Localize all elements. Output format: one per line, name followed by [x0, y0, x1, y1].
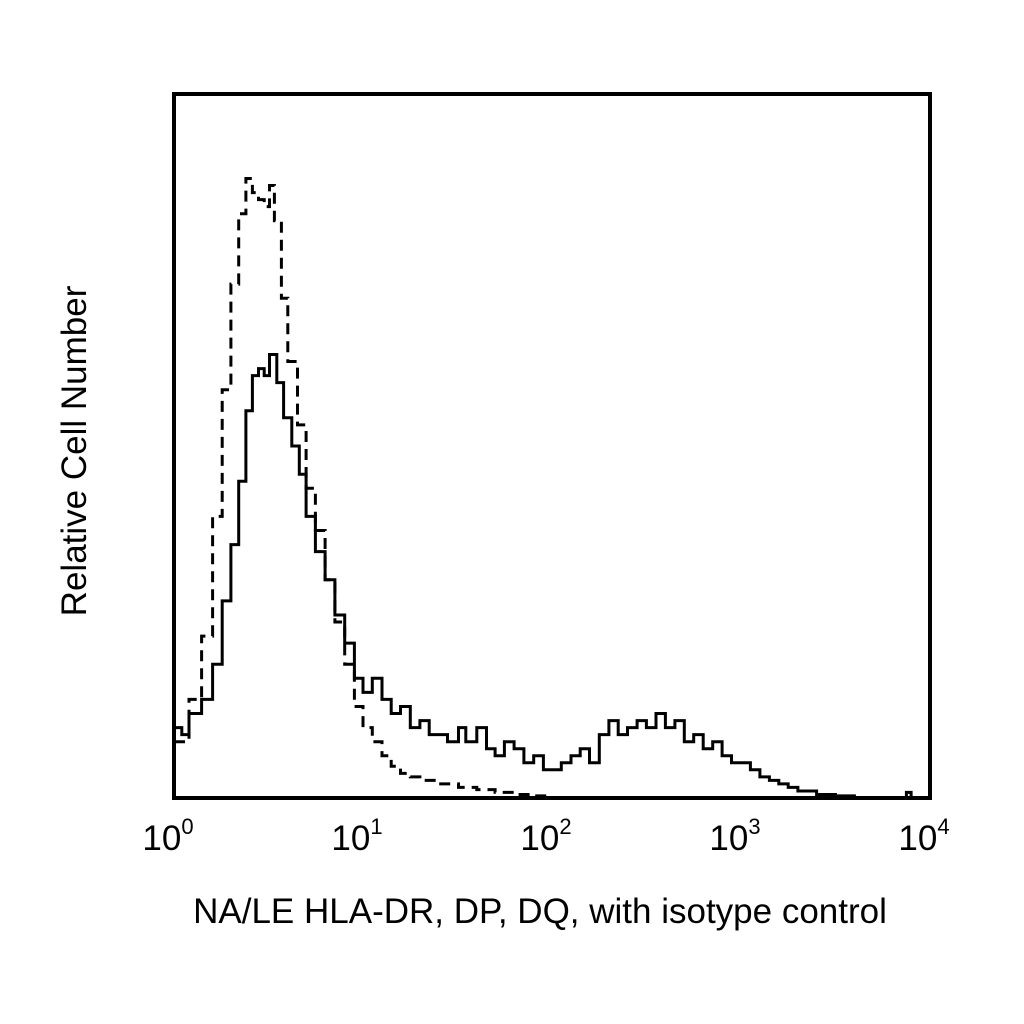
plot-frame — [172, 92, 932, 800]
x-tick-label: 102 — [520, 814, 571, 858]
x-tick-label: 101 — [331, 814, 382, 858]
x-tick-labels: 100 101 102 103 104 — [142, 814, 949, 858]
x-tick-label: 103 — [709, 814, 760, 858]
y-axis-label: Relative Cell Number — [55, 285, 94, 616]
x-tick-label: 104 — [898, 814, 949, 858]
x-tick-label: 100 — [142, 814, 193, 858]
histogram-series-dashed — [174, 177, 554, 798]
histogram-series-solid — [174, 353, 913, 800]
x-axis-label: NA/LE HLA-DR, DP, DQ, with isotype contr… — [193, 892, 887, 931]
series-layer — [174, 177, 913, 800]
